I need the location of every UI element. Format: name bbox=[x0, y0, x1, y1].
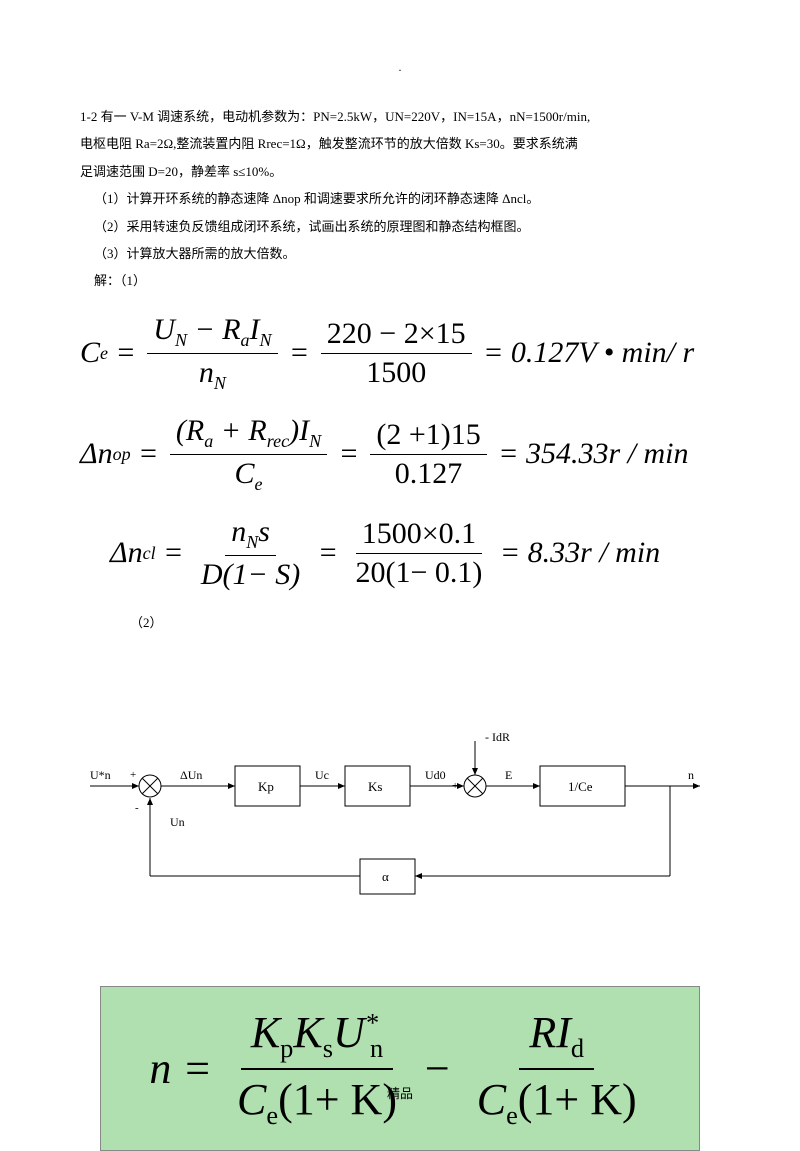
svg-text:α: α bbox=[382, 869, 389, 884]
equation-dnop: Δnop = (Ra + Rrec)IN Ce = (2 +1)15 0.127… bbox=[80, 414, 720, 495]
equation-ce: Ce = UN − RaIN nN = 220 − 2×15 1500 = 0.… bbox=[80, 313, 720, 394]
svg-text:Ks: Ks bbox=[368, 779, 382, 794]
label-input: U*n bbox=[90, 768, 111, 782]
svg-text:+: + bbox=[130, 769, 136, 781]
svg-text:n: n bbox=[688, 768, 694, 782]
svg-text:Ud0: Ud0 bbox=[425, 768, 446, 782]
block-diagram: U*n + - ΔUn Un Kp Uc Ks Ud0 + - IdR E 1/… bbox=[80, 711, 720, 911]
problem-line-2: 电枢电阻 Ra=2Ω,整流装置内阻 Rrec=1Ω，触发整流环节的放大倍数 Ks… bbox=[80, 132, 720, 155]
section-2-label: （2） bbox=[130, 612, 720, 631]
question-2: （2）采用转速负反馈组成闭环系统，试画出系统的原理图和静态结构框图。 bbox=[80, 215, 720, 238]
footer-text: 精品 bbox=[0, 1083, 800, 1102]
problem-line-3: 足调速范围 D=20，静差率 s≤10%。 bbox=[80, 160, 720, 183]
svg-text:Un: Un bbox=[170, 815, 185, 829]
svg-text:Kp: Kp bbox=[258, 779, 274, 794]
svg-text:- IdR: - IdR bbox=[485, 730, 510, 744]
top-dot: . bbox=[80, 60, 720, 75]
svg-text:+: + bbox=[452, 780, 458, 792]
green-equation-box: n = KpKsU*n Ce(1+ K) − RId Ce(1+ K) bbox=[100, 986, 700, 1151]
svg-text:E: E bbox=[505, 768, 512, 782]
problem-line-1: 1-2 有一 V-M 调速系统，电动机参数为：PN=2.5kW，UN=220V，… bbox=[80, 105, 720, 128]
answer-label: 解：（1） bbox=[80, 269, 720, 292]
question-1: （1）计算开环系统的静态速降 Δnop 和调速要求所允许的闭环静态速降 Δncl… bbox=[80, 187, 720, 210]
equation-dncl: Δncl = nNs D(1− S) = 1500×0.1 20(1− 0.1)… bbox=[110, 515, 720, 592]
svg-text:1/Ce: 1/Ce bbox=[568, 779, 593, 794]
svg-text:-: - bbox=[135, 802, 139, 814]
question-3: （3）计算放大器所需的放大倍数。 bbox=[80, 242, 720, 265]
svg-text:ΔUn: ΔUn bbox=[180, 768, 202, 782]
svg-text:Uc: Uc bbox=[315, 768, 329, 782]
